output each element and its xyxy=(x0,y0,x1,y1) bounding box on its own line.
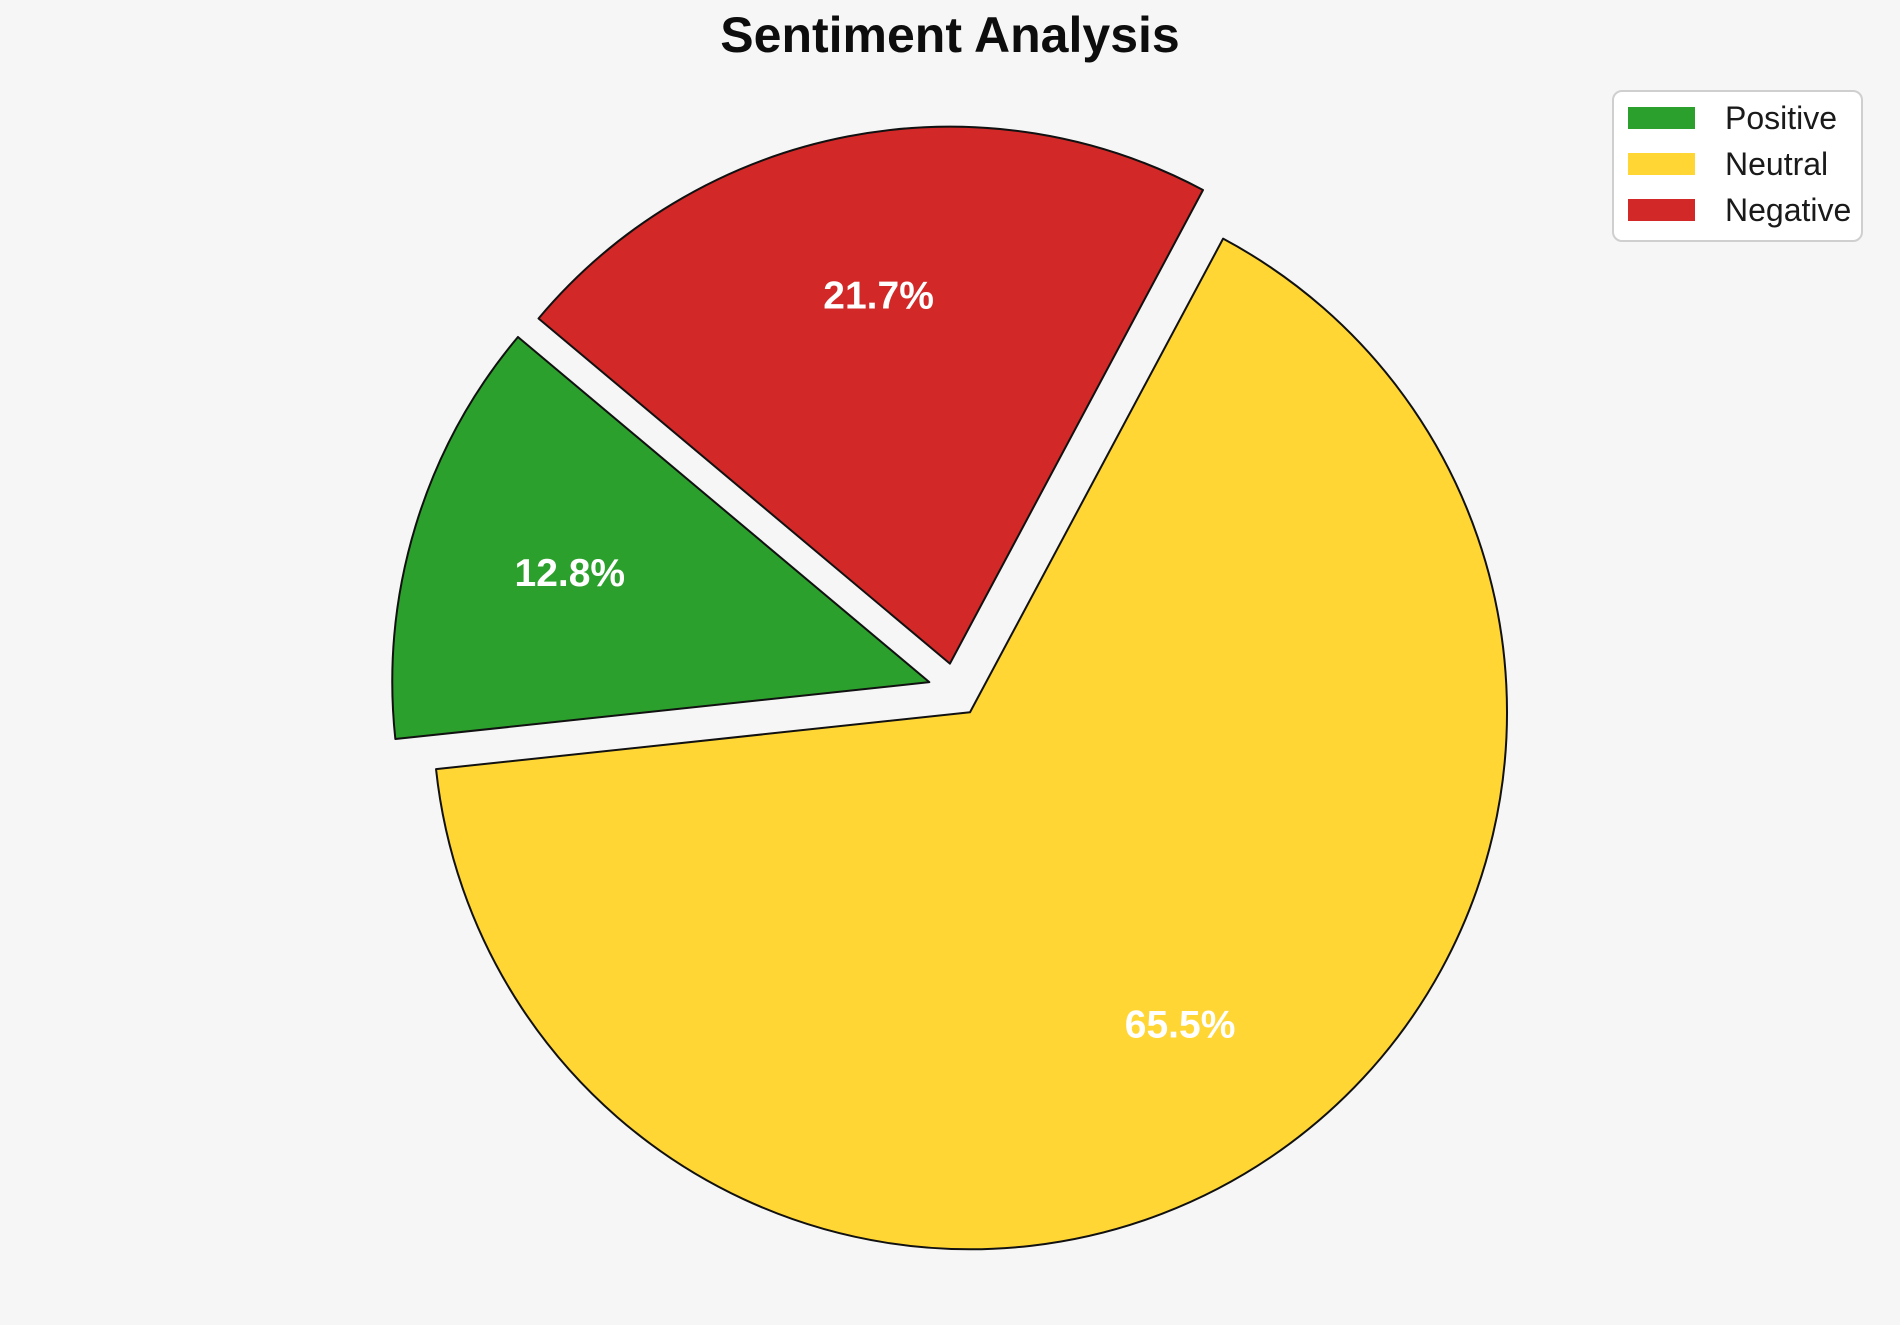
legend-item-negative: Negative xyxy=(1628,187,1861,233)
legend-item-positive: Positive xyxy=(1628,95,1861,141)
chart-title: Sentiment Analysis xyxy=(720,7,1180,63)
pct-label-positive: 12.8% xyxy=(515,552,626,595)
legend-label: Neutral xyxy=(1725,145,1829,182)
negative-swatch-icon xyxy=(1628,199,1695,221)
pct-label-negative: 21.7% xyxy=(823,274,934,317)
positive-swatch-icon xyxy=(1628,107,1695,129)
neutral-swatch-icon xyxy=(1628,153,1695,175)
legend-box: Positive Neutral Negative xyxy=(1612,90,1863,242)
pie-slice-neutral xyxy=(435,237,1508,1251)
pct-label-neutral: 65.5% xyxy=(1125,1004,1236,1047)
legend-label: Negative xyxy=(1725,191,1852,228)
legend-label: Positive xyxy=(1725,99,1838,136)
legend-item-neutral: Neutral xyxy=(1628,141,1861,187)
pie-slice-positive xyxy=(391,335,931,741)
pie-slice-negative xyxy=(537,125,1204,665)
